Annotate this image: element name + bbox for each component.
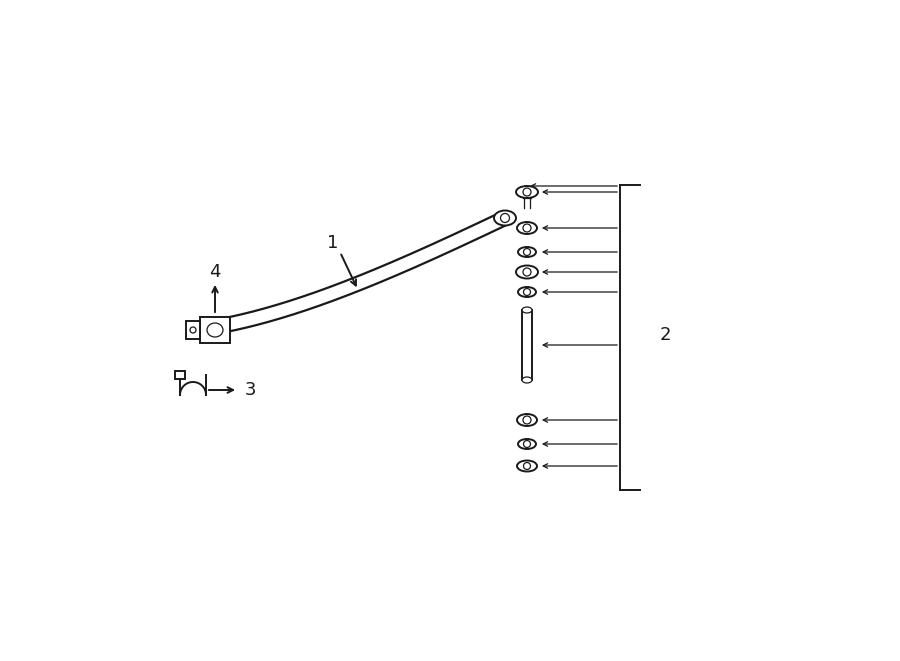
Ellipse shape [517, 222, 537, 234]
Text: 2: 2 [660, 326, 671, 344]
Circle shape [524, 463, 530, 469]
Ellipse shape [518, 439, 536, 449]
Ellipse shape [516, 266, 538, 278]
Text: 3: 3 [245, 381, 256, 399]
Ellipse shape [518, 247, 536, 257]
Ellipse shape [516, 186, 538, 198]
Ellipse shape [522, 377, 532, 383]
Circle shape [523, 188, 531, 196]
Circle shape [524, 288, 530, 295]
Bar [200, 317, 230, 343]
Ellipse shape [517, 414, 537, 426]
Ellipse shape [522, 307, 532, 313]
Circle shape [523, 224, 531, 232]
Text: 1: 1 [328, 234, 338, 252]
Circle shape [524, 440, 530, 447]
Circle shape [190, 327, 196, 333]
Bar [522, 310, 532, 380]
Circle shape [500, 214, 509, 223]
Circle shape [523, 268, 531, 276]
Text: 4: 4 [209, 263, 220, 281]
Circle shape [523, 416, 531, 424]
Circle shape [524, 249, 530, 256]
Ellipse shape [494, 210, 516, 225]
Bar [186, 321, 200, 339]
Ellipse shape [207, 323, 223, 337]
Bar [175, 371, 185, 379]
Ellipse shape [518, 287, 536, 297]
Ellipse shape [517, 461, 537, 471]
